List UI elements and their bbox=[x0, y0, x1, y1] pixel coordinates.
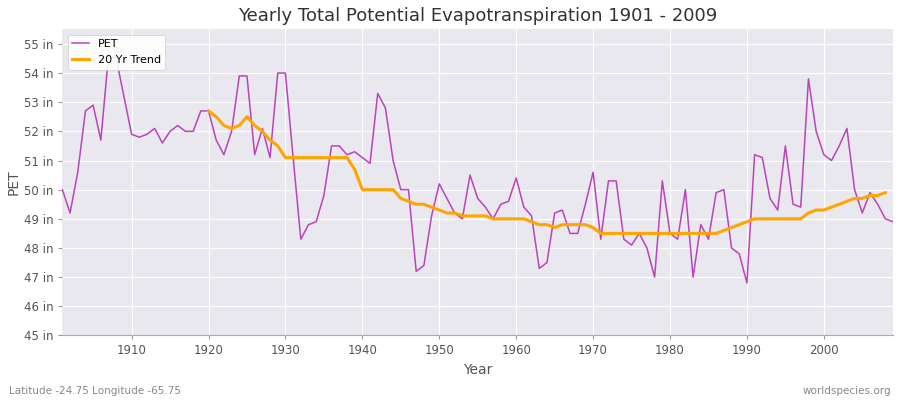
PET bbox=[104, 53, 114, 58]
20 Yr Trend bbox=[596, 231, 607, 236]
20 Yr Trend bbox=[288, 155, 299, 160]
X-axis label: Year: Year bbox=[463, 363, 492, 377]
PET bbox=[57, 187, 68, 192]
PET bbox=[511, 176, 522, 180]
20 Yr Trend bbox=[273, 144, 284, 148]
PET bbox=[742, 280, 752, 285]
20 Yr Trend bbox=[203, 108, 214, 113]
Legend: PET, 20 Yr Trend: PET, 20 Yr Trend bbox=[68, 35, 166, 70]
20 Yr Trend bbox=[464, 214, 475, 218]
PET bbox=[611, 178, 622, 183]
PET bbox=[295, 237, 306, 242]
PET bbox=[126, 132, 137, 137]
20 Yr Trend bbox=[811, 208, 822, 212]
Title: Yearly Total Potential Evapotranspiration 1901 - 2009: Yearly Total Potential Evapotranspiratio… bbox=[238, 7, 717, 25]
Line: PET: PET bbox=[62, 56, 893, 283]
Y-axis label: PET: PET bbox=[7, 170, 21, 195]
PET bbox=[342, 152, 353, 157]
Line: 20 Yr Trend: 20 Yr Trend bbox=[209, 111, 886, 234]
PET bbox=[887, 219, 898, 224]
20 Yr Trend bbox=[549, 225, 560, 230]
20 Yr Trend bbox=[342, 155, 353, 160]
20 Yr Trend bbox=[880, 190, 891, 195]
Text: worldspecies.org: worldspecies.org bbox=[803, 386, 891, 396]
Text: Latitude -24.75 Longitude -65.75: Latitude -24.75 Longitude -65.75 bbox=[9, 386, 181, 396]
PET bbox=[518, 205, 529, 210]
